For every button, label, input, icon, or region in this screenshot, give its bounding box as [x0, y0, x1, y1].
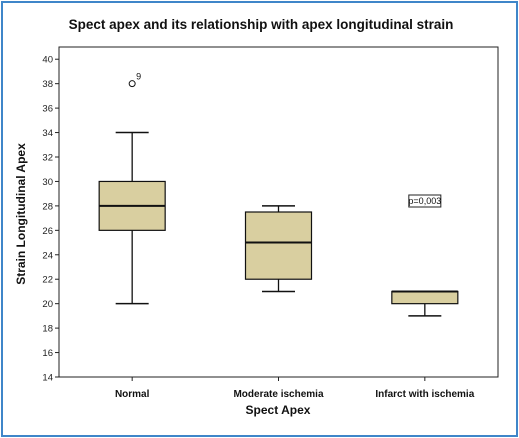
boxes-group: 9 p=0,003	[98, 72, 459, 317]
box-plot-chart: Spect apex and its relationship with ape…	[14, 17, 499, 417]
p-value-annotation: p=0,003	[408, 194, 442, 208]
x-category-label: Infarct with ischemia	[375, 389, 474, 400]
y-axis: 14 16 18 20 22 24 26 28 30 32 34 36 38 40	[42, 55, 59, 384]
p-value-text: p=0,003	[408, 196, 441, 206]
x-axis-title: Spect Apex	[246, 403, 311, 417]
y-tick-label: 26	[42, 226, 53, 237]
box-3	[391, 290, 459, 317]
outlier-label: 9	[136, 72, 141, 82]
y-tick-label: 40	[42, 55, 53, 66]
y-tick-label: 22	[42, 275, 53, 286]
x-category-label: Moderate ischemia	[233, 389, 323, 400]
box-2	[244, 205, 313, 293]
y-axis-title: Strain Longitudinal Apex	[14, 143, 28, 285]
y-tick-label: 36	[42, 104, 53, 115]
y-tick-label: 18	[42, 324, 53, 335]
outlier-point	[128, 80, 136, 88]
p-value-box	[408, 194, 442, 208]
iqr-box	[244, 211, 313, 280]
chart-title: Spect apex and its relationship with ape…	[69, 17, 454, 32]
box-1: 9	[98, 72, 166, 305]
x-category-label: Normal	[115, 389, 150, 400]
y-tick-label: 20	[42, 299, 53, 310]
y-tick-label: 16	[42, 348, 53, 359]
y-tick-label: 34	[42, 128, 53, 139]
y-tick-label: 32	[42, 153, 53, 164]
y-tick-label: 30	[42, 177, 53, 188]
y-tick-label: 38	[42, 79, 53, 90]
y-tick-label: 24	[42, 250, 53, 261]
x-axis: Normal Moderate ischemia Infarct with isch…	[115, 377, 475, 400]
y-tick-label: 28	[42, 201, 53, 212]
iqr-box	[391, 290, 459, 305]
y-tick-label: 14	[42, 373, 53, 384]
